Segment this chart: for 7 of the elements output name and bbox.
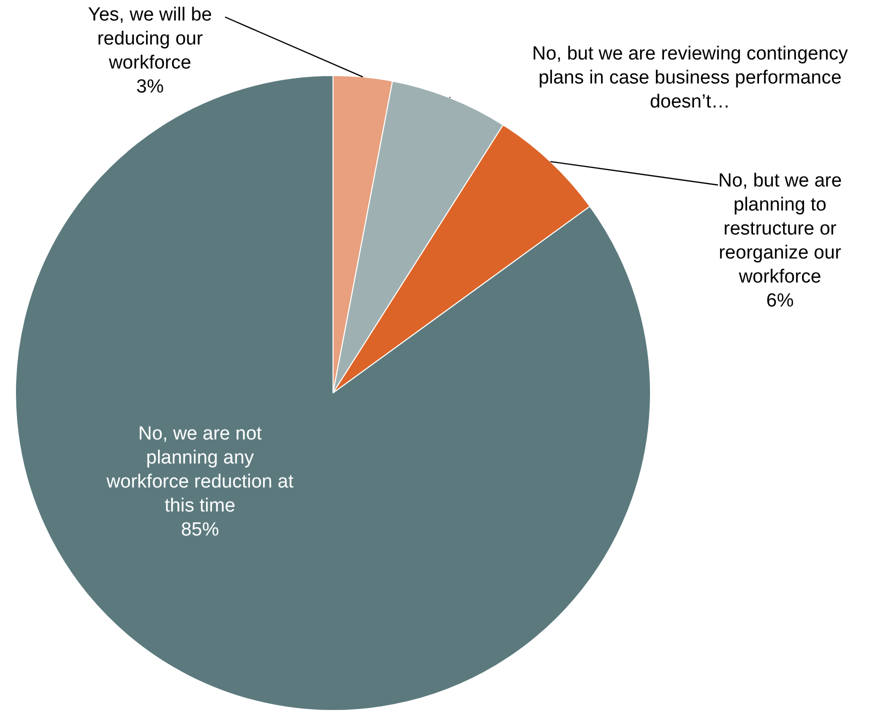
data-label: 6% xyxy=(766,290,794,312)
data-label: 85% xyxy=(180,520,220,541)
slice-label: No, but we are reviewing contingency plans in case business performance doesn’t… xyxy=(532,44,848,113)
slice-label: No, but we are planning to restructure or reorganize our workforce xyxy=(718,170,842,288)
slice-label: No, we are not planning any workforce reduction at this time xyxy=(106,424,294,517)
data-label: 3% xyxy=(136,76,164,98)
slice-label: Yes, we will be reducing our workforce xyxy=(88,4,212,74)
